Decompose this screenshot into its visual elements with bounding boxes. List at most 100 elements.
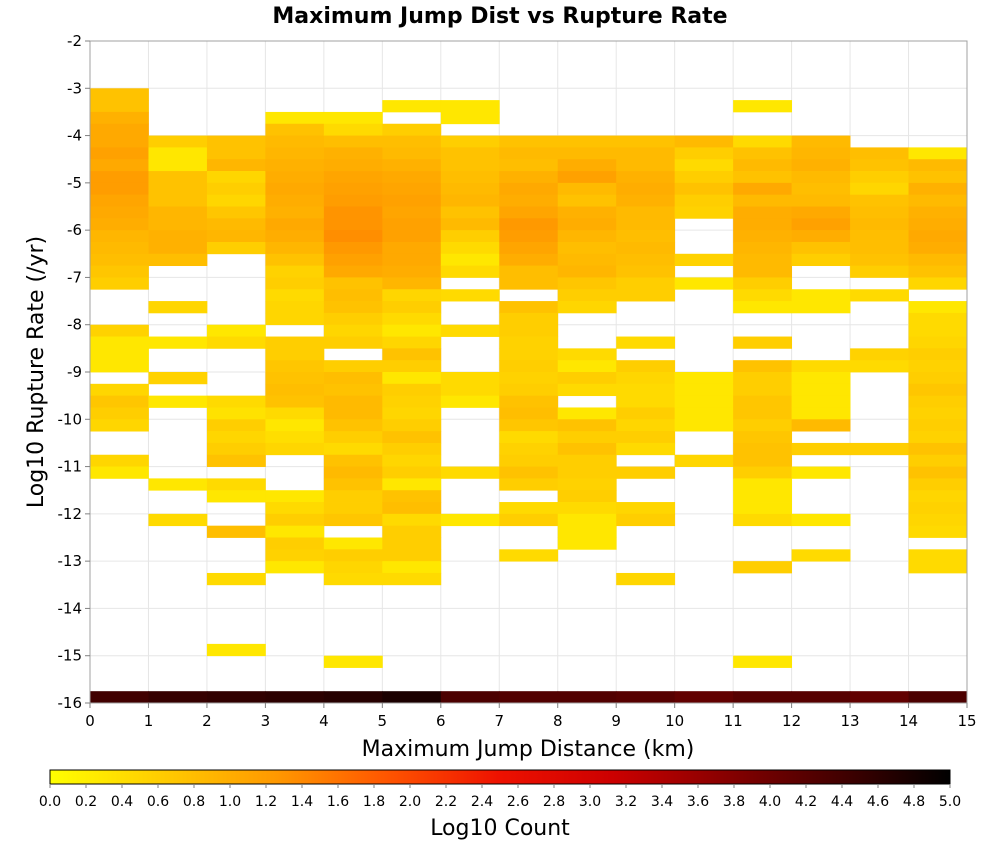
heatmap-cell bbox=[908, 277, 968, 290]
heatmap-cell bbox=[148, 478, 208, 491]
heatmap-cell bbox=[382, 360, 442, 373]
heatmap-cell bbox=[206, 442, 266, 456]
heatmap-cell bbox=[206, 419, 266, 432]
heatmap-cell bbox=[616, 265, 676, 278]
heatmap-cell bbox=[265, 407, 325, 420]
heatmap-cell bbox=[733, 395, 792, 408]
colorbar-tick-label: 3.2 bbox=[615, 794, 637, 810]
heatmap-cell bbox=[323, 194, 383, 207]
heatmap-cell bbox=[382, 159, 442, 172]
heatmap-cell bbox=[908, 324, 968, 337]
colorbar-tick-label: 4.6 bbox=[867, 794, 889, 810]
heatmap-cell bbox=[382, 182, 442, 196]
x-tick-label: 13 bbox=[841, 712, 860, 730]
y-tick-label: -5 bbox=[67, 174, 82, 192]
heatmap-cell bbox=[90, 206, 149, 219]
heatmap-cell bbox=[382, 123, 442, 136]
heatmap-cell bbox=[850, 230, 909, 243]
heatmap-cell bbox=[908, 194, 968, 207]
heatmap-cell bbox=[206, 135, 266, 148]
heatmap-cell bbox=[382, 478, 442, 491]
heatmap-cell bbox=[90, 395, 149, 408]
heatmap-cell bbox=[557, 466, 617, 479]
heatmap-cell bbox=[382, 265, 442, 278]
heatmap-cell bbox=[148, 372, 208, 385]
heatmap-cell bbox=[382, 395, 442, 408]
heatmap-cell bbox=[908, 431, 968, 444]
heatmap-cell bbox=[265, 442, 325, 456]
heatmap-cell bbox=[499, 301, 559, 314]
heatmap-cell bbox=[557, 525, 617, 538]
heatmap-cell bbox=[323, 147, 383, 160]
x-tick-label: 9 bbox=[611, 712, 621, 730]
heatmap-cell bbox=[323, 502, 383, 515]
heatmap-cell bbox=[499, 454, 559, 467]
heatmap-cell bbox=[616, 253, 676, 267]
y-tick-label: -14 bbox=[58, 599, 83, 617]
heatmap-cell bbox=[908, 502, 968, 515]
heatmap-cell bbox=[850, 348, 909, 361]
heatmap-cell bbox=[265, 265, 325, 278]
heatmap-cell bbox=[850, 289, 909, 302]
heatmap-cell bbox=[733, 135, 792, 148]
heatmap-cell bbox=[265, 159, 325, 172]
colorbar bbox=[49, 769, 951, 785]
heatmap-cell bbox=[265, 230, 325, 243]
heatmap-cell bbox=[557, 513, 617, 527]
x-tick-label: 1 bbox=[144, 712, 154, 730]
heatmap-cell bbox=[90, 171, 149, 184]
heatmap-cell bbox=[265, 395, 325, 408]
colorbar-tick-label: 3.4 bbox=[651, 794, 673, 810]
heatmap-cell bbox=[90, 265, 149, 278]
heatmap-cell bbox=[557, 265, 617, 278]
heatmap-cell bbox=[440, 171, 500, 184]
heatmap-cell bbox=[557, 419, 617, 432]
heatmap-cell bbox=[499, 513, 559, 527]
heatmap-cell bbox=[265, 525, 325, 538]
heatmap-cell bbox=[733, 171, 792, 184]
heatmap-cell bbox=[265, 301, 325, 314]
heatmap-cell bbox=[499, 549, 559, 562]
heatmap-cell bbox=[206, 490, 266, 503]
y-tick-label: -12 bbox=[58, 505, 83, 523]
heatmap-cell bbox=[206, 194, 266, 207]
heatmap-cell bbox=[90, 383, 149, 397]
x-tick-label: 4 bbox=[319, 712, 329, 730]
heatmap-cell bbox=[791, 301, 851, 314]
heatmap-cell bbox=[674, 159, 734, 172]
heatmap-cell bbox=[265, 348, 325, 361]
heatmap-cell bbox=[674, 253, 734, 267]
heatmap-cell bbox=[206, 336, 266, 349]
heatmap-cell bbox=[908, 549, 968, 562]
heatmap-cell bbox=[616, 691, 676, 704]
heatmap-cell bbox=[323, 395, 383, 408]
heatmap-cell bbox=[148, 395, 208, 408]
heatmap-cell bbox=[499, 442, 559, 456]
heatmap-cell bbox=[148, 135, 208, 148]
heatmap-cell bbox=[148, 182, 208, 196]
heatmap-cell bbox=[382, 454, 442, 467]
heatmap-cell bbox=[382, 513, 442, 527]
heatmap-cell bbox=[323, 182, 383, 196]
heatmap-cell bbox=[908, 312, 968, 326]
heatmap-cell bbox=[323, 691, 383, 704]
heatmap-cell bbox=[382, 372, 442, 385]
heatmap-cell bbox=[616, 171, 676, 184]
heatmap-cell bbox=[265, 218, 325, 231]
heatmap-cell bbox=[908, 253, 968, 267]
heatmap-cell bbox=[323, 135, 383, 148]
heatmap-cell bbox=[206, 324, 266, 337]
heatmap-cell bbox=[382, 312, 442, 326]
heatmap-cell bbox=[440, 182, 500, 196]
heatmap-cell bbox=[90, 100, 149, 113]
heatmap-cell bbox=[90, 159, 149, 172]
heatmap-cell bbox=[791, 372, 851, 385]
heatmap-cell bbox=[616, 466, 676, 479]
heatmap-cell bbox=[791, 182, 851, 196]
heatmap-cell bbox=[148, 301, 208, 314]
heatmap-cell bbox=[382, 230, 442, 243]
heatmap-cell bbox=[616, 159, 676, 172]
heatmap-cell bbox=[90, 230, 149, 243]
heatmap-cell bbox=[265, 561, 325, 574]
heatmap-cell bbox=[323, 419, 383, 432]
